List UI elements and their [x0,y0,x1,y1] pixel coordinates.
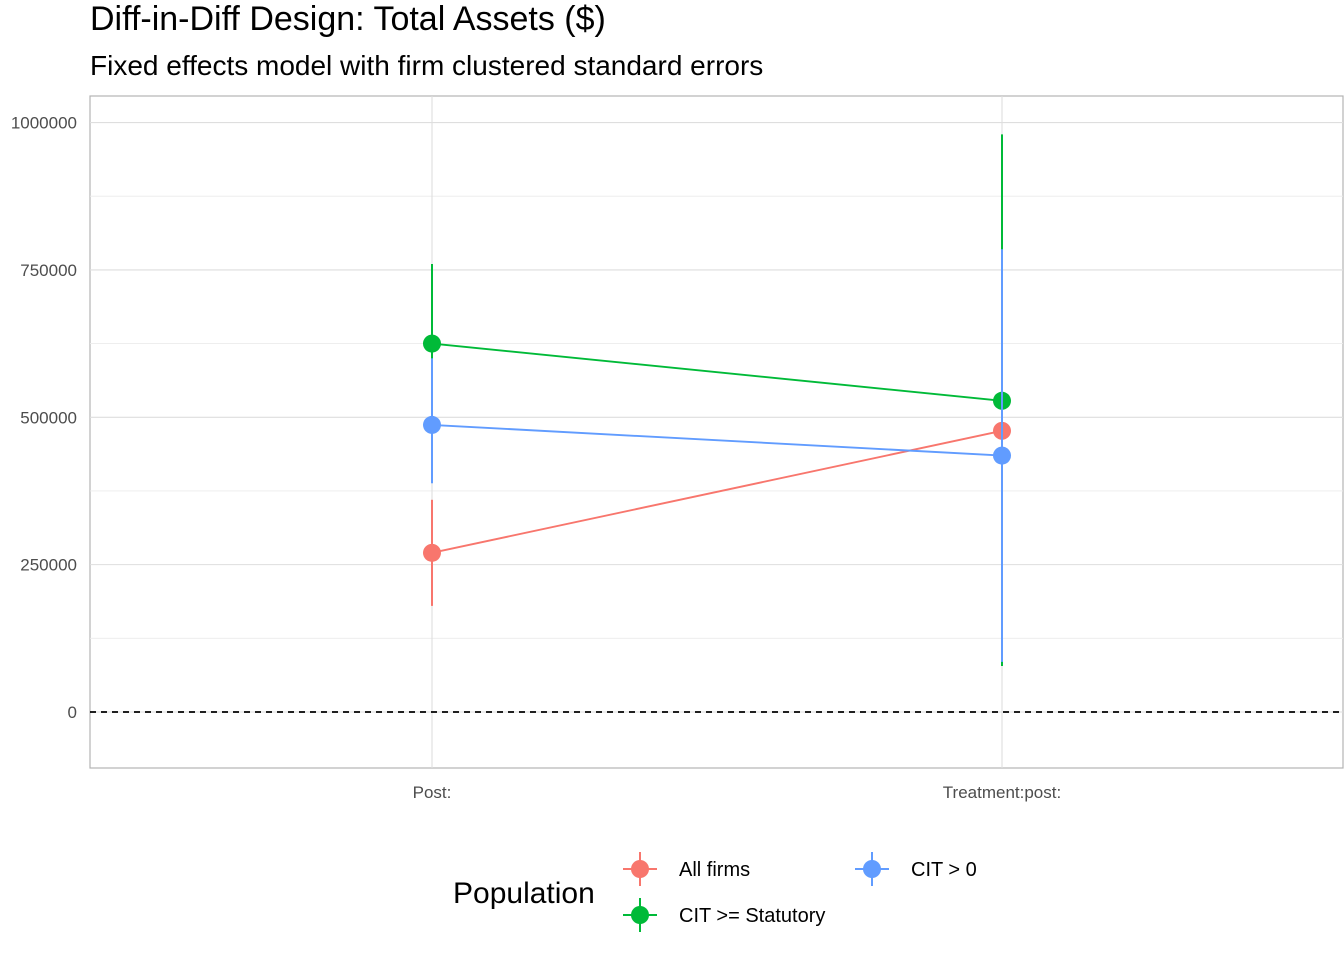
series-group [423,134,1011,667]
legend-title: Population [453,877,595,910]
legend-item-cit-statutory: CIT >= Statutory [623,898,825,932]
series-cit-0 [423,249,1011,662]
chart-subtitle: Fixed effects model with firm clustered … [90,50,763,81]
y-tick-label: 0 [68,703,77,722]
legend-label: CIT > 0 [911,859,977,881]
series-line [431,423,1003,457]
y-tick-label: 750000 [20,261,77,280]
data-point [423,543,441,562]
plot-panel [89,95,1344,769]
data-point [423,415,441,434]
legend-key-point [863,860,881,878]
y-tick-label: 250000 [20,556,77,575]
series-all-firms [423,414,1011,606]
series-line [431,429,1003,554]
legend-item-cit-0: CIT > 0 [855,852,977,886]
grid-lines [90,96,1343,768]
y-tick-label: 500000 [20,408,77,427]
x-axis: Post: Treatment:post: [413,783,1062,802]
legend-key-point [631,906,649,924]
y-axis: 0 250000 500000 750000 1000000 [11,114,77,722]
legend-items: All firms CIT > 0 CIT >= Statutory [623,852,977,932]
legend-label: CIT >= Statutory [679,905,825,927]
chart-title: Diff-in-Diff Design: Total Assets ($) [90,0,606,38]
data-point [423,334,441,353]
x-tick-label: Post: [413,783,452,802]
legend-label: All firms [679,859,750,881]
series-line [431,342,1003,402]
legend: Population All firms CIT > 0 CIT >= Statut… [453,852,977,932]
y-tick-label: 1000000 [11,114,77,133]
legend-item-all-firms: All firms [623,852,750,886]
legend-key-point [631,860,649,878]
data-point [993,446,1011,465]
series-cit-statutory [423,134,1011,667]
x-tick-label: Treatment:post: [943,783,1061,802]
